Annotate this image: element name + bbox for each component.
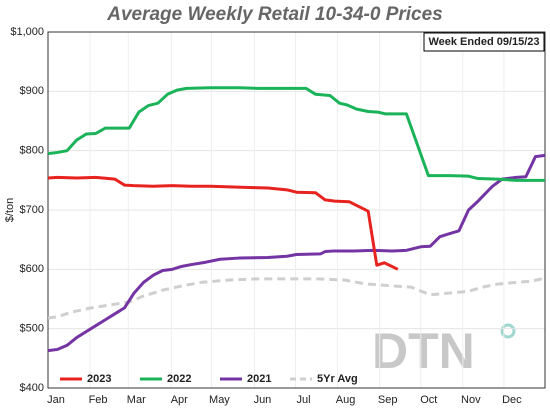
y-tick-label: $400 bbox=[20, 382, 44, 394]
x-tick-label: Sep bbox=[378, 394, 398, 406]
annotation-box bbox=[423, 32, 545, 52]
x-tick-label: Nov bbox=[461, 394, 481, 406]
series-line bbox=[47, 276, 546, 320]
watermark: DTN bbox=[372, 323, 475, 379]
series-line bbox=[47, 153, 546, 353]
series-line bbox=[47, 175, 399, 271]
y-tick-label: $700 bbox=[20, 204, 44, 216]
logo-dot bbox=[500, 323, 516, 339]
x-tick-label: May bbox=[209, 394, 230, 406]
y-tick-label: $1,000 bbox=[10, 26, 44, 38]
x-tick-label: Jan bbox=[47, 394, 65, 406]
x-tick-label: Feb bbox=[89, 394, 108, 406]
y-tick-label: $600 bbox=[20, 263, 44, 275]
chart-title: Average Weekly Retail 10-34-0 Prices bbox=[106, 4, 443, 25]
x-tick-label: Aug bbox=[336, 394, 356, 406]
y-tick-label: $900 bbox=[20, 85, 44, 97]
series-line bbox=[47, 86, 545, 182]
x-tick-label: Dec bbox=[502, 394, 522, 406]
x-tick-label: Mar bbox=[127, 394, 146, 406]
y-tick-label: $500 bbox=[20, 323, 44, 335]
y-axis-label: $/ton bbox=[4, 198, 16, 222]
y-tick-label: $800 bbox=[20, 145, 44, 157]
legend-label: 2022 bbox=[167, 373, 191, 385]
x-tick-label: Jul bbox=[297, 394, 311, 406]
legend-label: 2021 bbox=[247, 373, 271, 385]
x-tick-label: Jun bbox=[254, 394, 272, 406]
annotation: Week Ended 09/15/23 bbox=[428, 36, 539, 48]
x-tick-label: Oct bbox=[420, 394, 437, 406]
legend-label: 5Yr Avg bbox=[317, 373, 358, 385]
x-tick-label: Apr bbox=[171, 394, 188, 406]
plot-frame bbox=[47, 31, 546, 389]
legend-label: 2023 bbox=[87, 373, 111, 385]
